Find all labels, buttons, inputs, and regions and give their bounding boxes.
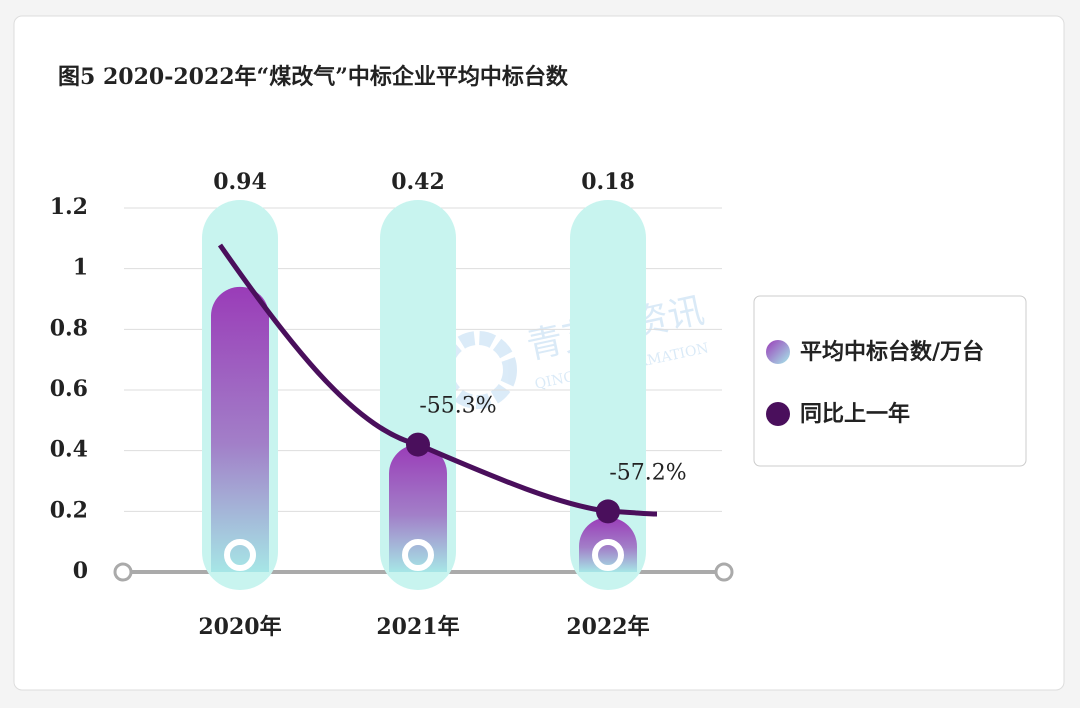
x-tick-label: 2020年 xyxy=(198,614,281,640)
bar-ring xyxy=(592,539,624,571)
x-tick-label: 2021年 xyxy=(376,614,459,640)
legend-label: 同比上一年 xyxy=(800,401,910,427)
bar-value-label: 0.18 xyxy=(581,169,635,195)
y-tick-label: 0.8 xyxy=(50,315,88,341)
chart-title: 图5 2020-2022年“煤改气”中标企业平均中标台数 xyxy=(58,64,569,90)
y-tick-label: 0.2 xyxy=(50,497,88,523)
legend-swatch xyxy=(766,340,790,364)
y-tick-label: 0 xyxy=(73,558,88,584)
y-tick-label: 1.2 xyxy=(50,194,88,220)
legend-box xyxy=(753,295,1027,467)
x-tick-label: 2022年 xyxy=(566,614,649,640)
line-point xyxy=(596,499,620,524)
line-point xyxy=(406,432,430,457)
bar-background xyxy=(570,200,646,590)
line-value-label: -55.3% xyxy=(419,394,496,419)
bar-ring xyxy=(402,539,434,571)
legend-swatch xyxy=(766,402,790,426)
y-tick-label: 0.6 xyxy=(50,376,88,402)
y-tick-label: 1 xyxy=(73,255,88,281)
y-tick-label: 0.4 xyxy=(50,437,88,463)
legend-label: 平均中标台数/万台 xyxy=(800,339,984,365)
bar xyxy=(389,444,447,572)
axis-end xyxy=(113,562,133,582)
bar-value-label: 0.94 xyxy=(213,169,267,195)
axis-end xyxy=(714,562,734,582)
line-value-label: -57.2% xyxy=(609,460,686,485)
bar-ring xyxy=(224,539,256,571)
bar-value-label: 0.42 xyxy=(391,169,445,195)
bar xyxy=(211,286,269,572)
